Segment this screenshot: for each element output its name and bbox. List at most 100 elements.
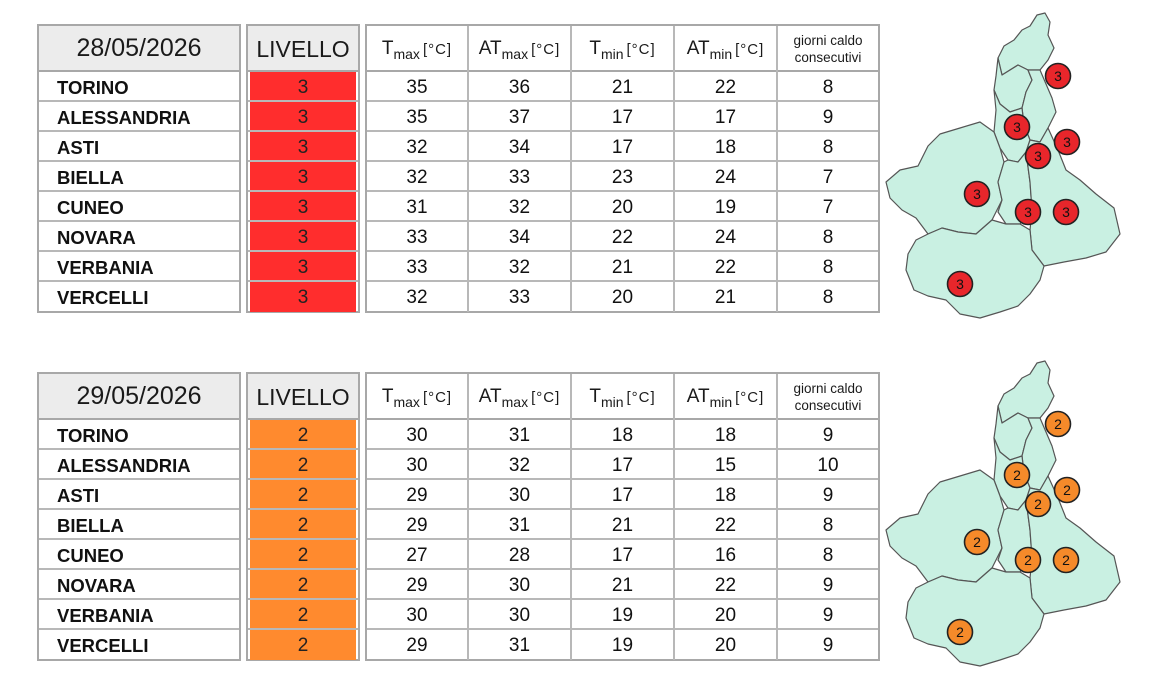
- level-badge: 2: [1003, 461, 1031, 489]
- table-row: CUNEO: [39, 540, 239, 570]
- cell-days: 9: [822, 107, 834, 128]
- cell-atmax: 34: [469, 222, 572, 252]
- cell-tmax: 29: [367, 480, 469, 510]
- table-row: 2: [248, 510, 358, 540]
- column-header-sub: min: [709, 46, 733, 62]
- cell-atmin: 22: [675, 72, 778, 102]
- cell-tmax: 33: [367, 252, 469, 282]
- level-badge-label: 2: [1062, 552, 1070, 568]
- city-name: VERBANIA: [57, 257, 154, 278]
- cell-atmax: 32: [469, 192, 572, 222]
- column-header-unit: [°C]: [626, 40, 656, 58]
- cell-atmin: 18: [675, 420, 778, 450]
- column-header-days: giorni caldo consecutivi: [778, 374, 878, 420]
- cell-days: 9: [822, 635, 834, 656]
- level-cell: 2: [250, 540, 356, 568]
- province-shape: [997, 12, 1055, 76]
- column-header-sub: min: [600, 394, 624, 410]
- cell-atmin: 18: [675, 480, 778, 510]
- level-badge-label: 2: [1034, 496, 1042, 512]
- column-header-sub: max: [501, 394, 529, 410]
- level-badge-circle: [1052, 198, 1080, 226]
- table-row: ASTI: [39, 132, 239, 162]
- table-row: VERCELLI: [39, 282, 239, 312]
- cell-atmax: 33: [469, 282, 572, 312]
- level-badge-label: 3: [1034, 148, 1042, 164]
- table-row: 3: [248, 132, 358, 162]
- column-header-main: T: [381, 386, 394, 407]
- table-row: 29 31 19 20 9: [367, 630, 878, 660]
- column-header-atmax: AT max [°C]: [469, 26, 572, 72]
- level-badge-circle: [1052, 546, 1080, 574]
- table-row: ALESSANDRIA: [39, 450, 239, 480]
- column-header-main: T: [589, 386, 601, 407]
- cell-days: 8: [822, 257, 834, 278]
- level-cell: 3: [250, 102, 356, 130]
- city-name: ALESSANDRIA: [57, 455, 191, 476]
- table-row: 2: [248, 570, 358, 600]
- cell-tmin: 21: [572, 252, 675, 282]
- cell-days: 9: [822, 425, 834, 446]
- table-row: ASTI: [39, 480, 239, 510]
- cell-tmin: 21: [572, 570, 675, 600]
- column-header-unit: [°C]: [422, 40, 453, 58]
- cell-tmin: 20: [572, 282, 675, 312]
- level-badge-circle: [1014, 546, 1042, 574]
- city-name: ASTI: [57, 485, 100, 506]
- table-row: NOVARA: [39, 222, 239, 252]
- level-badge-label: 2: [956, 624, 964, 640]
- cell-atmax: 33: [469, 162, 572, 192]
- cell-tmax: 29: [367, 630, 469, 660]
- column-header-main: AT: [686, 38, 710, 59]
- level-badge-label: 3: [973, 186, 981, 202]
- level-cell: 2: [250, 450, 356, 478]
- cell-atmin: 22: [675, 570, 778, 600]
- cell-days: 8: [822, 515, 834, 536]
- cell-tmax: 27: [367, 540, 469, 570]
- level-cell: 3: [250, 282, 356, 312]
- table-row: VERBANIA: [39, 600, 239, 630]
- cell-atmin: 24: [675, 222, 778, 252]
- level-badge-circle: [946, 618, 974, 646]
- cell-atmax: 32: [469, 252, 572, 282]
- cell-tmin: 22: [572, 222, 675, 252]
- city-name: VERCELLI: [57, 635, 149, 656]
- level-badge-label: 3: [1063, 134, 1071, 150]
- table-row: 3: [248, 102, 358, 132]
- column-header-line: consecutivi: [794, 50, 862, 65]
- table-row: 31 32 20 19 7: [367, 192, 878, 222]
- province-shape: [885, 469, 1005, 583]
- cell-tmin: 19: [572, 630, 675, 660]
- table-row: BIELLA: [39, 510, 239, 540]
- cell-atmax: 28: [469, 540, 572, 570]
- level-badge-circle: [1024, 142, 1052, 170]
- table-row: 3: [248, 282, 358, 312]
- cell-tmin: 17: [572, 540, 675, 570]
- column-header-unit: [°C]: [626, 388, 656, 406]
- column-header-unit: [°C]: [735, 388, 765, 406]
- table-row: 33 32 21 22 8: [367, 252, 878, 282]
- column-header-atmin: AT min [°C]: [675, 26, 778, 72]
- column-header-sub: max: [393, 46, 420, 62]
- column-header-main: T: [381, 38, 394, 59]
- level-badge-circle: [963, 528, 991, 556]
- level-badge-label: 2: [1054, 416, 1062, 432]
- column-header-line: giorni caldo: [793, 381, 863, 396]
- cell-tmax: 31: [367, 192, 469, 222]
- table-row: 2: [248, 540, 358, 570]
- city-column: 28/05/2026 TORINO ALESSANDRIA ASTI BIELLA CUN…: [37, 24, 241, 313]
- cell-atmax: 36: [469, 72, 572, 102]
- cell-atmin: 22: [675, 510, 778, 540]
- cell-atmax: 34: [469, 132, 572, 162]
- level-cell: 2: [250, 420, 356, 448]
- column-header-main: AT: [686, 386, 710, 407]
- level-badge-label: 3: [1062, 204, 1070, 220]
- table-row: 3: [248, 222, 358, 252]
- level-column: LIVELLO 3 3 3 3 3 3 3 3: [246, 24, 360, 313]
